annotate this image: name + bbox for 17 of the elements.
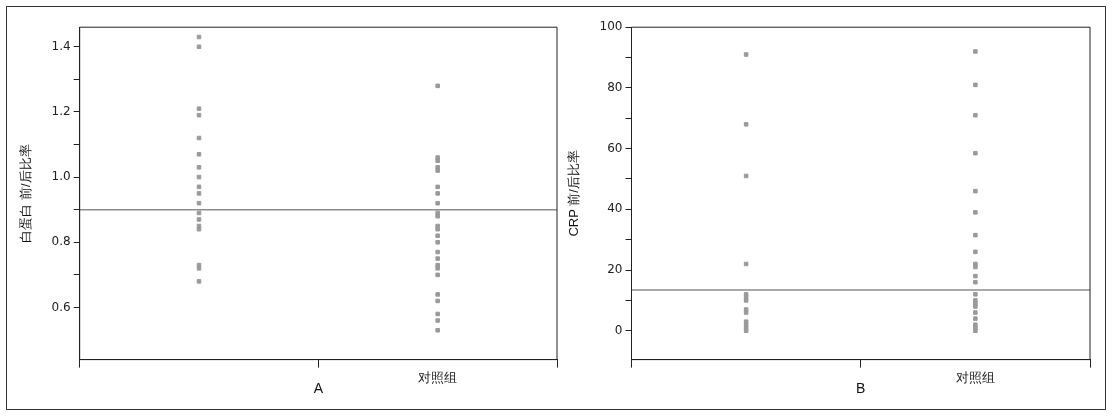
y-tick-label: 40 xyxy=(607,201,623,216)
y-tick-label: 0 xyxy=(614,322,623,337)
y-tick-label: 100 xyxy=(599,19,623,34)
y-tick-label: 1.4 xyxy=(51,38,71,53)
y-tick-label: 80 xyxy=(607,80,623,95)
y-tick-label: 20 xyxy=(607,262,623,277)
y-tick-label: 0.8 xyxy=(51,234,71,249)
x-axis-title: B xyxy=(856,380,866,397)
y-axis-title: 白蛋白 前/后比率 xyxy=(18,144,34,243)
x-tick-label: 对照组 xyxy=(955,369,995,385)
y-tick-label: 60 xyxy=(607,140,623,155)
y-tick-label: 0.6 xyxy=(51,299,71,314)
x-tick-label: 对照组 xyxy=(418,369,458,385)
y-axis-title: CRP 前/后比率 xyxy=(566,150,582,237)
y-tick-label: 1.2 xyxy=(51,104,71,119)
y-tick-label: 1.0 xyxy=(51,169,71,184)
x-axis-title: A xyxy=(313,380,324,397)
